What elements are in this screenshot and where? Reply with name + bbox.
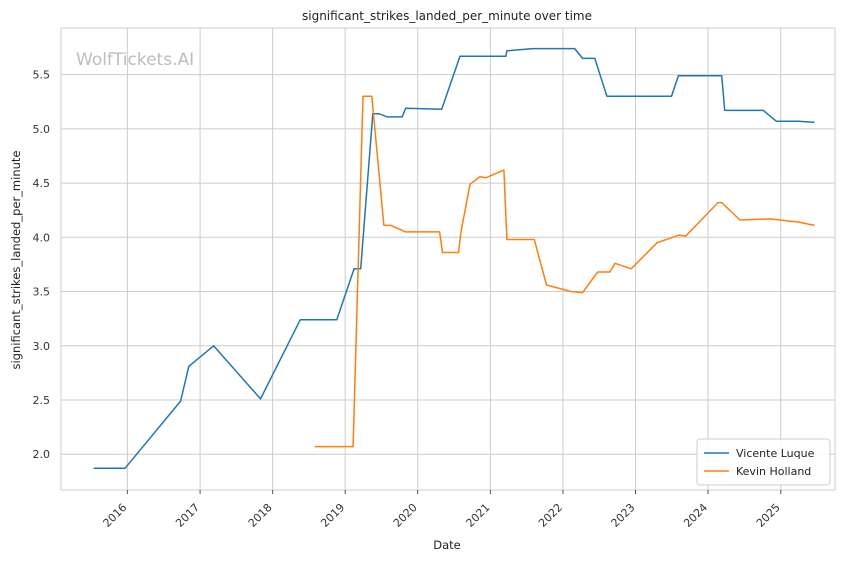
y-axis-label: significant_strikes_landed_per_minute: [9, 151, 23, 370]
y-tick-label: 3.5: [33, 286, 51, 299]
series-lines: [93, 47, 815, 470]
y-tick-label: 5.0: [33, 123, 51, 136]
legend-label-vicente-luque: Vicente Luque: [736, 447, 815, 460]
chart-title: significant_strikes_landed_per_minute ov…: [302, 9, 592, 23]
plot-frame: [60, 27, 836, 491]
series-line-kevin-holland: [314, 95, 815, 448]
y-tick-label: 2.5: [33, 394, 51, 407]
legend-label-kevin-holland: Kevin Holland: [736, 465, 811, 478]
legend-box: [696, 438, 831, 486]
x-axis-label: Date: [433, 538, 461, 552]
legend: Vicente Luque Kevin Holland: [696, 438, 831, 486]
y-tick-label: 4.5: [33, 177, 51, 190]
y-tick-label: 2.0: [33, 448, 51, 461]
y-axis-ticks: 2.0 2.5 3.0 3.5 4.0 4.5 5.0 5.5: [33, 69, 51, 462]
series-line-vicente-luque: [93, 47, 815, 470]
y-tick-label: 3.0: [33, 340, 51, 353]
y-tick-label: 4.0: [33, 231, 51, 244]
watermark: WolfTickets.AI: [76, 50, 194, 70]
y-tick-label: 5.5: [33, 69, 51, 82]
